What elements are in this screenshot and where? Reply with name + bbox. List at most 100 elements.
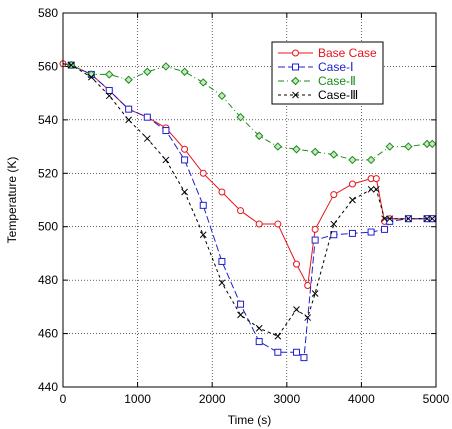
y-tick-label: 520: [38, 166, 58, 180]
diamond-series-3-point: [385, 142, 394, 151]
square-series-2-point: [199, 201, 207, 209]
x-series-4-point: [274, 332, 282, 340]
x-tick-label: 5000: [423, 392, 450, 406]
circle-series-1-point: [274, 220, 282, 228]
diamond-series-3-point: [310, 147, 320, 157]
square-series-2-point: [125, 105, 133, 113]
legend-item-1-marker: [292, 49, 299, 57]
x-series-4-point: [367, 185, 375, 193]
x-tick-label: 0: [60, 392, 67, 406]
y-tick-labels: 440 460 480 500 520 540 560 580: [38, 6, 58, 394]
x-series-4-point: [428, 215, 436, 223]
square-series-2-point: [367, 228, 375, 236]
legend-box: [271, 41, 384, 105]
circle-series-1-point: [372, 175, 380, 183]
x-tick-label: 1000: [124, 392, 151, 406]
y-tick-label: 460: [38, 327, 58, 341]
x-series-4-point: [237, 311, 244, 319]
diamond-series-3-point: [329, 150, 339, 159]
x-series-4-point: [311, 290, 319, 297]
x-series-4-point: [87, 73, 95, 81]
y-tick-label: 480: [38, 273, 58, 287]
square-series-2-point: [292, 348, 300, 356]
diamond-series-3-point: [217, 91, 227, 101]
diamond-series-3-point: [254, 131, 264, 141]
x-series-4-point: [386, 215, 394, 223]
legend-item-4: Case-Ⅲ: [278, 88, 358, 102]
square-series-2-point: [311, 236, 319, 244]
circle-series-1-point: [181, 145, 189, 153]
x-series-4-point: [293, 306, 300, 313]
square-series-2-point: [143, 113, 151, 121]
square-series-2-point: [274, 348, 282, 356]
circle-series-1-point: [199, 169, 207, 177]
diamond-series-3-point: [87, 70, 96, 79]
legend-item-3: Case-Ⅱ: [278, 74, 356, 88]
diamond-series-3-point: [105, 70, 114, 79]
x-series-4-point: [105, 92, 113, 100]
x-series-4-point: [143, 135, 151, 142]
square-series-2-point: [330, 231, 338, 239]
circle-series-1-point: [311, 225, 319, 233]
legend-item-2: Case-Ⅰ: [278, 60, 354, 74]
diamond-series-3-point: [236, 112, 245, 122]
x-series-4-point: [349, 196, 356, 204]
x-tick-label: 4000: [348, 392, 375, 406]
square-series-2-point: [105, 86, 113, 94]
legend-item-3-marker: [291, 76, 300, 86]
circle-series-1-point: [330, 191, 338, 199]
y-tick-label: 540: [38, 113, 58, 127]
diamond-series-3-point: [161, 62, 171, 71]
diamond-series-3-point: [180, 67, 189, 76]
diamond-series-3-point: [404, 142, 413, 151]
square-series-2-point: [237, 300, 245, 308]
y-tick-label: 440: [38, 380, 58, 394]
x-series-4-point: [381, 215, 388, 223]
x-axis-label: Time (s): [228, 413, 272, 427]
legend-item-3-label: Case-Ⅱ: [318, 74, 356, 88]
circle-series-1-point: [348, 180, 356, 188]
x-series-4-point: [125, 116, 133, 124]
square-series-2-point: [181, 156, 189, 164]
x-series-4-point: [255, 324, 263, 332]
plot-frame: [62, 12, 437, 388]
circle-series-1-point: [255, 220, 263, 228]
y-tick-label: 500: [38, 220, 58, 234]
x-series-4-point: [181, 188, 188, 196]
x-series-4-point: [162, 156, 170, 164]
x-series-4-point: [423, 215, 431, 223]
square-series-2-point: [162, 127, 170, 135]
legend-item-2-label: Case-Ⅰ: [318, 60, 354, 74]
x-tick-label: 2000: [199, 392, 226, 406]
x-series-4-point: [67, 61, 75, 69]
x-series-4-point: [218, 279, 226, 287]
circle-series-1-point: [292, 260, 300, 268]
legend-item-1: Base Case: [278, 46, 377, 60]
legend-item-4-label: Case-Ⅲ: [318, 88, 358, 102]
y-axis-label: Temperature (K): [5, 157, 19, 244]
legend-item-4-marker: [292, 91, 299, 99]
x-series-4: [62, 61, 436, 340]
square-series-2-point: [381, 225, 389, 233]
legend-item-2-marker: [292, 63, 299, 71]
y-tick-label: 560: [38, 59, 58, 73]
square-series-2-point: [300, 354, 308, 362]
diamond-series-3-point: [348, 155, 357, 165]
x-series-4-point: [372, 185, 380, 193]
circle-series-1-point: [218, 188, 226, 196]
circle-series-1-point: [237, 207, 245, 215]
legend-item-1-label: Base Case: [318, 46, 377, 60]
y-tick-label: 580: [38, 6, 58, 20]
diamond-series-3-point: [428, 139, 437, 149]
square-series-2-point: [218, 257, 226, 265]
square-series-2-point: [348, 229, 356, 237]
diamond-series-3-point: [292, 145, 301, 154]
x-series-4-point: [304, 314, 312, 321]
diamond-series-3-point: [143, 67, 152, 76]
diamond-series-3-point: [124, 75, 133, 84]
circle-series-1-point: [304, 281, 312, 289]
x-tick-label: 3000: [273, 392, 300, 406]
series-group: [59, 60, 437, 362]
